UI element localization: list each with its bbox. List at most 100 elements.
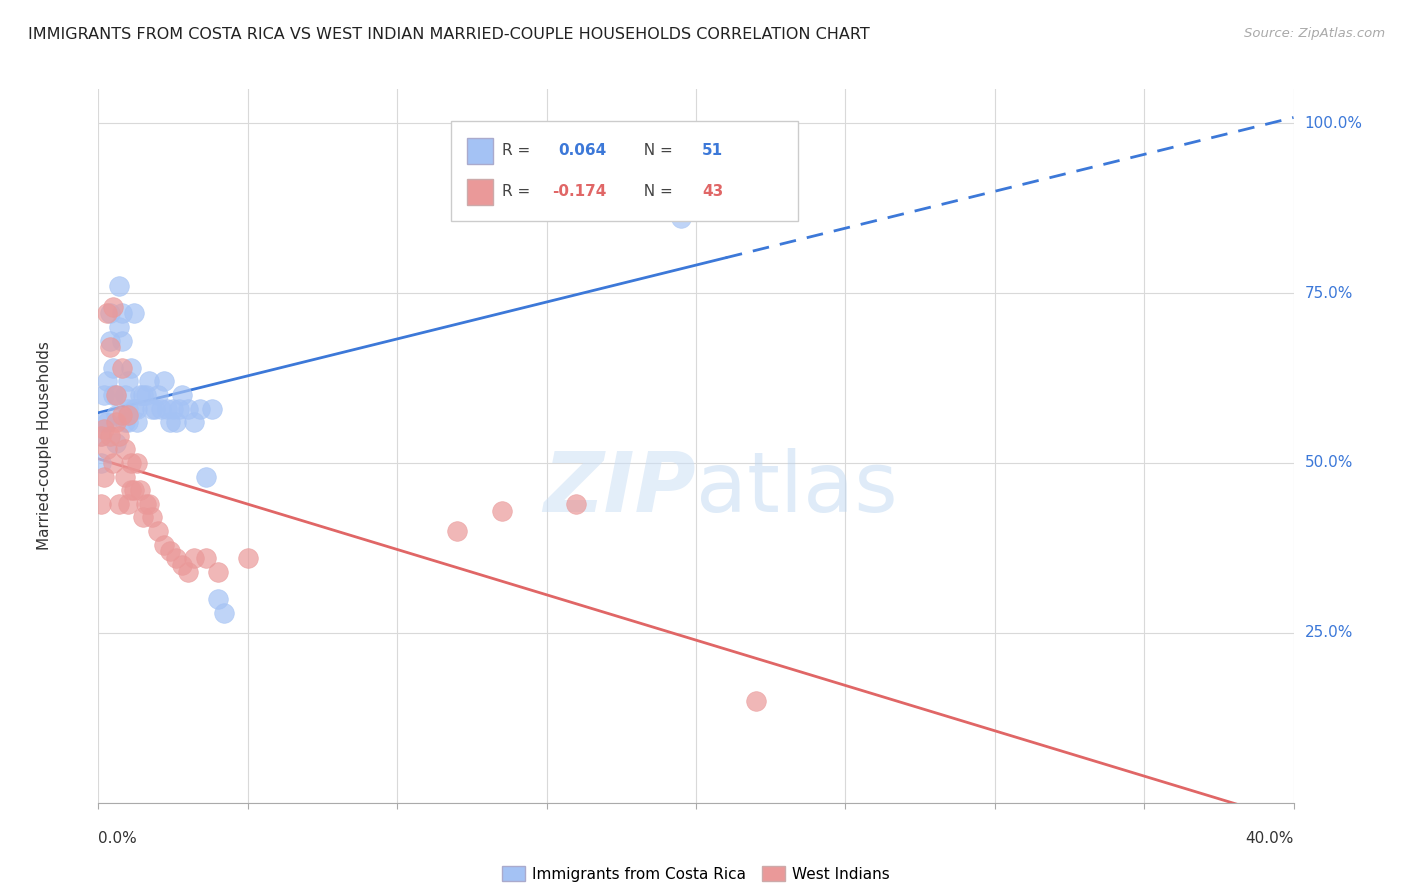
Text: 25.0%: 25.0% <box>1305 625 1353 640</box>
Point <box>105 388 128 402</box>
Point <box>96 306 118 320</box>
Point <box>188 401 211 416</box>
Text: IMMIGRANTS FROM COSTA RICA VS WEST INDIAN MARRIED-COUPLE HOUSEHOLDS CORRELATION : IMMIGRANTS FROM COSTA RICA VS WEST INDIA… <box>28 27 870 42</box>
Point <box>120 456 142 470</box>
Text: R =: R = <box>502 184 536 199</box>
Point <box>108 279 131 293</box>
Point <box>207 565 229 579</box>
Point <box>90 497 112 511</box>
Text: 40.0%: 40.0% <box>1246 831 1294 847</box>
Point <box>93 469 115 483</box>
Point <box>103 360 125 375</box>
Point <box>117 375 139 389</box>
Point <box>141 401 163 416</box>
Point <box>194 469 218 483</box>
Text: N =: N = <box>634 144 678 159</box>
FancyBboxPatch shape <box>451 121 797 221</box>
Point <box>93 422 115 436</box>
Point <box>114 442 136 457</box>
Point <box>207 591 229 606</box>
Text: R =: R = <box>502 144 536 159</box>
Point <box>236 551 259 566</box>
Point <box>138 497 160 511</box>
Point <box>105 388 128 402</box>
Point <box>90 456 112 470</box>
Text: atlas: atlas <box>696 449 897 529</box>
Point <box>745 694 768 708</box>
Point <box>117 401 139 416</box>
Text: 0.0%: 0.0% <box>98 831 138 847</box>
Point <box>124 401 146 416</box>
Point <box>135 497 157 511</box>
Point <box>108 497 131 511</box>
Point <box>148 388 170 402</box>
Text: -0.174: -0.174 <box>553 184 607 199</box>
Point <box>141 510 163 524</box>
Point <box>167 401 190 416</box>
Point <box>132 510 155 524</box>
Point <box>114 388 136 402</box>
Point <box>153 537 176 551</box>
Text: ZIP: ZIP <box>543 449 696 529</box>
Point <box>117 409 139 423</box>
Point <box>183 415 205 429</box>
Point <box>111 334 134 348</box>
Point <box>129 388 152 402</box>
Point <box>165 551 187 566</box>
Point <box>120 483 142 498</box>
Text: Source: ZipAtlas.com: Source: ZipAtlas.com <box>1244 27 1385 40</box>
Point <box>108 320 131 334</box>
Point <box>103 300 125 314</box>
Point <box>714 191 737 205</box>
Text: 100.0%: 100.0% <box>1305 116 1362 131</box>
Text: 75.0%: 75.0% <box>1305 285 1353 301</box>
Point <box>111 409 134 423</box>
Point <box>446 524 468 538</box>
Point <box>177 401 200 416</box>
Point <box>103 456 125 470</box>
Point <box>114 469 136 483</box>
Point <box>105 415 128 429</box>
Point <box>669 211 692 226</box>
Point <box>150 401 173 416</box>
Point <box>565 497 588 511</box>
Text: 0.064: 0.064 <box>558 144 607 159</box>
Point <box>212 606 235 620</box>
Point <box>172 558 194 572</box>
Point <box>177 565 200 579</box>
Point <box>98 341 122 355</box>
Point <box>183 551 205 566</box>
Text: 43: 43 <box>702 184 723 199</box>
Point <box>127 401 149 416</box>
Point <box>111 306 134 320</box>
Point <box>96 415 118 429</box>
Point <box>114 415 136 429</box>
Point <box>98 334 122 348</box>
Point <box>491 503 513 517</box>
Point <box>165 415 187 429</box>
Point <box>127 456 149 470</box>
Point <box>96 375 118 389</box>
Point <box>159 544 181 558</box>
Point <box>103 388 125 402</box>
Text: Married-couple Households: Married-couple Households <box>37 342 52 550</box>
Point <box>105 409 128 423</box>
Point <box>111 360 134 375</box>
Point <box>143 401 166 416</box>
Point <box>120 360 142 375</box>
Point <box>96 442 118 457</box>
Point <box>172 388 194 402</box>
Point <box>162 401 184 416</box>
Point <box>117 415 139 429</box>
Point <box>93 388 115 402</box>
Point <box>194 551 218 566</box>
Text: N =: N = <box>634 184 678 199</box>
FancyBboxPatch shape <box>467 138 494 164</box>
Point <box>90 429 112 443</box>
Point <box>127 415 149 429</box>
Point <box>93 415 115 429</box>
Point <box>132 388 155 402</box>
Point <box>98 429 122 443</box>
Point <box>153 375 176 389</box>
Text: 51: 51 <box>702 144 723 159</box>
